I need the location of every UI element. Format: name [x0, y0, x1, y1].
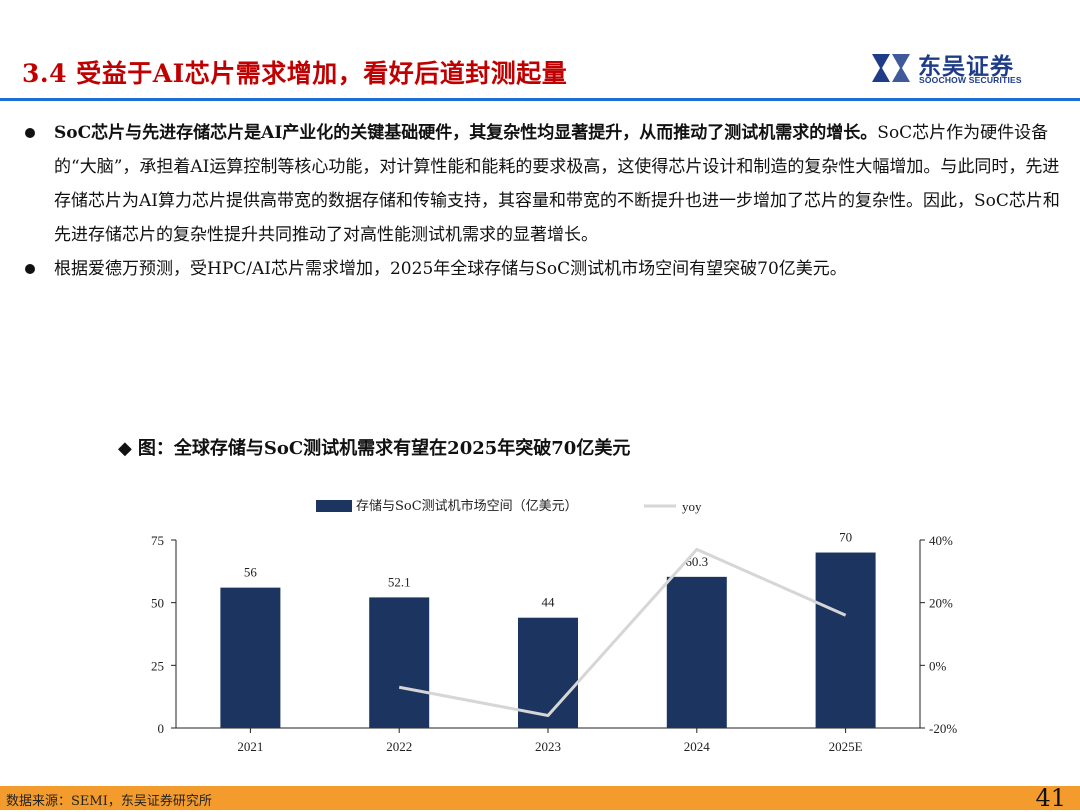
- y2-tick-label: 0%: [929, 658, 947, 673]
- y-tick-label: 25: [151, 658, 164, 673]
- soochow-logo-icon: [872, 54, 910, 82]
- legend-bar-swatch: [316, 500, 352, 512]
- bar: [815, 552, 876, 728]
- yoy-line: [398, 547, 847, 717]
- bullet-body: SoC芯片作为硬件设备的“大脑”，承担着AI运算控制等核心功能，对计算性能和能耗…: [54, 123, 1060, 245]
- bar: [666, 576, 727, 728]
- bar: [518, 617, 578, 728]
- bar-value-label: 70: [839, 530, 852, 545]
- bullet-item: 根据爱德万预测，受HPC/AI芯片需求增加，2025年全球存储与SoC测试机市场…: [22, 252, 1062, 286]
- x-tick-label: 2024: [684, 739, 711, 754]
- market-chart: 存储与SoC测试机市场空间（亿美元） yoy 0 25 50 75 -20% 0% 20% 40%…: [151, 498, 957, 754]
- footer-source: 数据来源：SEMI，东吴证券研究所: [6, 794, 212, 809]
- y2-tick-label: 40%: [929, 533, 953, 548]
- x-tick-label: 2023: [535, 739, 561, 754]
- logo-text-cn: 东吴证券: [918, 54, 1014, 80]
- y2-tick-label: 20%: [929, 596, 953, 611]
- company-logo: 东吴证券 SOOCHOW SECURITIES: [866, 46, 1056, 90]
- y-tick-label: 75: [151, 533, 164, 548]
- x-tick-label: 2022: [386, 739, 412, 754]
- bar: [369, 597, 430, 728]
- footer-bar: 数据来源：SEMI，东吴证券研究所 41: [0, 784, 1080, 812]
- bullet-dot-icon: [25, 264, 35, 274]
- legend-bar-label: 存储与SoC测试机市场空间（亿美元）: [356, 498, 578, 514]
- bullet-item: SoC芯片与先进存储芯片是AI产业化的关键基础硬件，其复杂性均显著提升，从而推动…: [22, 116, 1062, 252]
- bar-value-label: 52.1: [388, 574, 411, 589]
- y-tick-label: 0: [158, 721, 165, 736]
- legend-line-label: yoy: [682, 499, 702, 514]
- bullet-body: 根据爱德万预测，受HPC/AI芯片需求增加，2025年全球存储与SoC测试机市场…: [54, 259, 847, 279]
- bar-value-label: 56: [244, 565, 258, 580]
- y-tick-label: 50: [151, 596, 164, 611]
- logo-text-en: SOOCHOW SECURITIES: [919, 75, 1022, 85]
- bar: [220, 587, 281, 728]
- bullet-list: SoC芯片与先进存储芯片是AI产业化的关键基础硬件，其复杂性均显著提升，从而推动…: [22, 116, 1062, 286]
- x-tick-label: 2021: [237, 739, 263, 754]
- diamond-icon: ◆: [118, 438, 132, 459]
- page-number: 41: [1035, 784, 1066, 812]
- page-title: 3.4 受益于AI芯片需求增加，看好后道封测起量: [22, 59, 568, 88]
- y2-tick-label: -20%: [929, 721, 957, 736]
- bullet-dot-icon: [25, 128, 35, 138]
- chart-caption: ◆ 图：全球存储与SoC测试机需求有望在2025年突破70亿美元: [118, 434, 630, 460]
- x-tick-label: 2025E: [829, 739, 863, 754]
- bullet-lead: SoC芯片与先进存储芯片是AI产业化的关键基础硬件，其复杂性均显著提升，从而推动…: [54, 123, 878, 143]
- chart-caption-text: 图：全球存储与SoC测试机需求有望在2025年突破70亿美元: [137, 438, 631, 459]
- bar-value-label: 44: [542, 595, 556, 610]
- header-divider: [0, 98, 1080, 101]
